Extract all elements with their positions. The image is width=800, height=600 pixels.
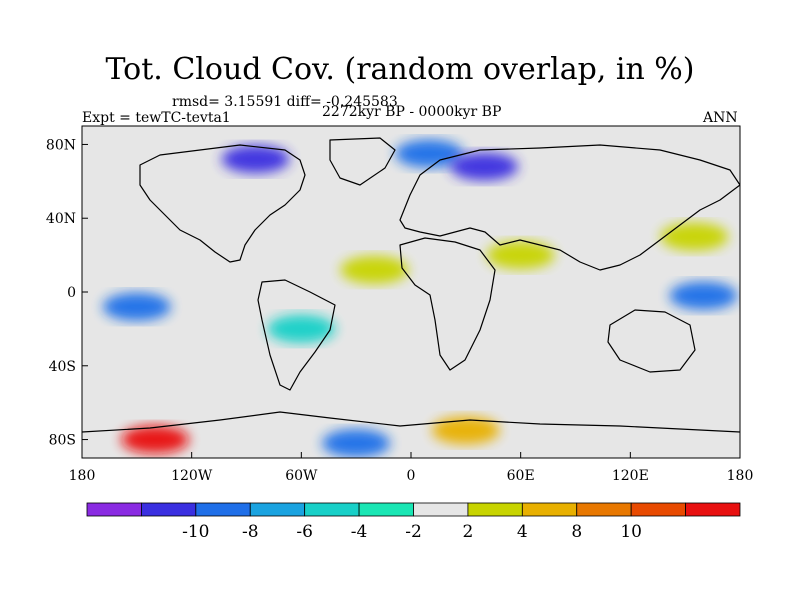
lat-tick-label: 80S (49, 433, 76, 449)
period-label: 2272kyr BP - 0000kyr BP (322, 104, 502, 120)
axis-ticks (81, 143, 741, 458)
colorbar-swatch (86, 502, 142, 517)
colorbar-swatch (685, 502, 741, 517)
map-background (82, 126, 740, 458)
lat-tick-label: 40S (49, 359, 76, 375)
lon-tick-label: 0 (407, 468, 416, 484)
anomaly-field (102, 139, 738, 458)
anomaly-patch (486, 241, 555, 270)
anomaly-patch (395, 139, 464, 168)
coastline-australia (607, 309, 696, 373)
colorbar-label: 4 (517, 522, 528, 542)
anomaly-patch (669, 281, 738, 310)
lon-tick-label: 120W (171, 468, 213, 484)
coastline-eurasia (399, 144, 740, 271)
lon-tick-label: 180 (69, 468, 96, 484)
colorbar-label: -4 (351, 522, 368, 542)
colorbar-swatch (467, 502, 523, 517)
colorbar-swatch (141, 502, 197, 517)
coastline-south-america (257, 279, 336, 391)
lat-tick-label: 0 (67, 285, 76, 301)
stats-line: rmsd= 3.15591 diff= -0.245583 (172, 94, 398, 110)
anomaly-patch (322, 429, 391, 458)
colorbar-label: -8 (242, 522, 259, 542)
experiment-label: Expt = tewTC-tevta1 (82, 110, 231, 126)
anomaly-patch (340, 255, 409, 284)
anomaly-patch (660, 222, 729, 251)
colorbar-swatch (195, 502, 251, 517)
colorbar: -10 -8 -6 -4 -2 2 4 8 10 (86, 502, 741, 542)
anomaly-patch (102, 292, 171, 321)
coastlines (82, 137, 740, 433)
anomaly-patch (450, 152, 519, 181)
colorbar-swatch (249, 502, 306, 517)
colorbar-label: 8 (571, 522, 582, 542)
coastline-greenland (329, 137, 396, 186)
colorbar-label: -2 (405, 522, 422, 542)
coastline-africa (399, 237, 496, 371)
coastline-antarctica (82, 411, 740, 433)
anomaly-patch (267, 314, 336, 343)
lon-tick-label: 60E (507, 468, 535, 484)
colorbar-swatch (630, 502, 686, 517)
colorbar-swatch (521, 502, 578, 517)
lon-tick-label: 120E (612, 468, 649, 484)
colorbar-label: -10 (182, 522, 209, 542)
lat-tick-label: 40N (46, 211, 76, 227)
lon-tick-label: 180 (727, 468, 754, 484)
anomaly-patch (121, 425, 190, 454)
colorbar-label: -6 (296, 522, 313, 542)
anomaly-patch (221, 145, 290, 174)
coastline-north-america (139, 144, 306, 263)
colorbar-swatch (304, 502, 360, 517)
anomaly-patch (431, 416, 500, 445)
colorbar-label: 2 (463, 522, 474, 542)
colorbar-label: 10 (620, 522, 642, 542)
colorbar-swatch (413, 502, 469, 517)
season-label: ANN (703, 110, 738, 126)
lat-tick-label: 80N (46, 137, 76, 153)
map-title: Tot. Cloud Cov. (random overlap, in %) (105, 52, 695, 87)
colorbar-swatch (358, 502, 414, 517)
colorbar-swatch (576, 502, 632, 517)
lon-tick-label: 60W (285, 468, 318, 484)
axis-tick-labels: 80N 40N 0 40S 80S 180 120W 60W 0 60E 120E 180 (46, 137, 753, 484)
